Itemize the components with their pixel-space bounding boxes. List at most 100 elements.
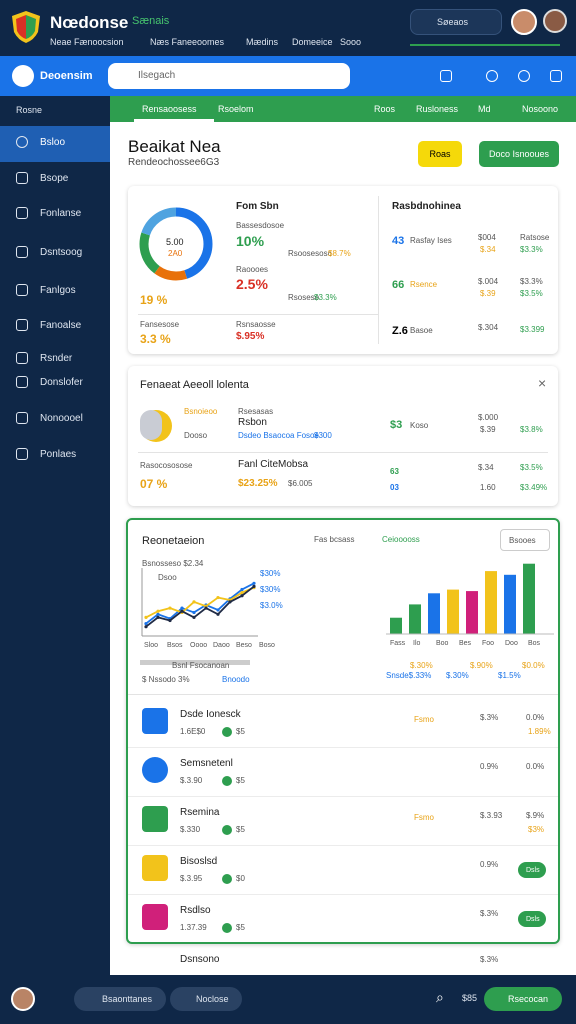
pill-button[interactable]: Bsaonttanes [74,987,166,1011]
text: 1.37.39 [180,923,207,932]
card-title: Fenaeat Aeeoll lolenta [140,379,249,391]
metric-side-label: Rsoseso [288,293,320,302]
header-search[interactable]: Søeaos [410,9,502,35]
legend-entry: Ceiooooss [382,535,420,544]
sidebar-item[interactable]: Fonlanse [40,208,82,219]
button-label: Doco Isnooues [488,149,550,159]
sidebar-item[interactable]: Donslofer [40,377,83,388]
search-box[interactable]: Ilsegach [108,63,350,89]
close-button[interactable]: × [538,375,547,391]
line-series [145,585,255,628]
sidebar-icon [16,319,28,331]
line-point [144,622,148,626]
tab[interactable]: Roos [374,104,396,114]
text: $.30% [446,671,469,680]
divider [128,845,558,846]
text: $3% [528,825,545,834]
item-icon [140,410,162,440]
search-icon[interactable]: ⌕ [436,989,444,1005]
button[interactable]: Bsooes [500,529,550,551]
text: $30% [260,585,281,594]
line-point [240,591,244,595]
nav-link[interactable]: Neae Fænoocsion [50,37,124,47]
app-name[interactable]: Deoensim [40,70,93,82]
text: $ Nssodo 3% [142,675,190,684]
tab[interactable]: Nosoono [522,104,559,114]
footer-amount: $.34 [478,463,494,472]
text: Bisoslsd [180,856,218,867]
avatar[interactable] [11,987,35,1011]
sidebar-item[interactable]: Dsntsoog [40,247,83,258]
item-tag: Bsnoieoo [184,407,218,416]
item-amount: $300 [314,431,332,440]
line-series [145,582,255,625]
text: 0.0% [526,762,545,771]
button[interactable]: Doco Isnooues [479,141,559,167]
bar [428,593,440,634]
line-point [240,587,244,592]
divider [140,660,250,665]
item-amount-label: Dooso [184,431,208,440]
summary-card: 5.00 2A0 Fom Sbn Bassesdosoe 10% Rsooses… [128,186,558,354]
bar-chart [386,563,554,635]
icon[interactable] [550,70,562,82]
alerts-card: Fenaeat Aeeoll lolenta × Bsnoieoo Rsesas… [128,366,558,506]
donut-center-sub: 2A0 [168,249,183,258]
text: Oooo [190,642,208,649]
line-point [252,584,256,588]
sidebar-icon [16,207,28,219]
badge-dot [222,874,232,884]
button[interactable]: Roas [418,141,462,167]
text: $.9% [526,811,545,820]
icon[interactable] [518,70,530,82]
sidebar-item[interactable]: Rsnder [40,353,73,364]
sidebar-icon [16,376,28,388]
text: 1.89% [528,727,551,736]
tab[interactable]: Rusloness [416,104,459,114]
cta-button[interactable]: Rsecocan [484,987,562,1011]
text: $.330 [180,825,201,834]
sidebar-item[interactable]: Ponlaes [40,449,77,460]
sidebar-item[interactable]: Nonoooel [40,413,83,424]
icon[interactable] [440,70,452,82]
text: Basoe [410,326,433,335]
text: $.304 [478,323,499,332]
footer-label: Rsnsaosse [236,320,276,329]
avatar[interactable] [543,9,567,33]
text: $5 [236,776,245,785]
text: Bsos [167,642,183,649]
donut-segment [139,207,213,281]
sidebar-item[interactable]: Bsloo [40,137,66,148]
line-point [156,615,160,619]
tab[interactable]: Md [478,104,491,114]
text: Ratsose [520,233,550,242]
divider [128,796,558,797]
icon[interactable] [486,70,498,82]
avatar[interactable] [511,9,537,35]
status-pill[interactable] [518,862,546,878]
footer-change: $3.49% [520,483,548,492]
sidebar-item[interactable]: Fanlgos [40,285,76,296]
tab[interactable]: Rsoelom [218,104,254,114]
tab[interactable]: Rensaoosess [142,104,197,114]
text: $.30% [410,661,433,670]
text: Rasfay Ises [410,236,452,245]
nav-link[interactable]: Domeeice [292,37,333,47]
line-point [252,581,256,585]
divider [378,196,379,344]
status-pill[interactable] [518,911,546,927]
text: $.90% [470,661,493,670]
sidebar-icon [16,352,28,364]
sidebar-item[interactable]: Bsope [40,173,69,184]
metric-label: Bassesdosoe [236,221,285,230]
nav-link[interactable]: Sooo [340,37,362,47]
pill-button[interactable]: Noclose [170,987,242,1011]
workspace-switcher[interactable]: Sænais [132,15,170,27]
nav-link[interactable]: Næs Faneeoomes [150,37,225,47]
sidebar-item[interactable]: Fanoalse [40,320,82,331]
text: $.3% [480,909,499,918]
nav-link[interactable]: Mædins [246,37,279,47]
badge-dot [222,923,232,933]
sidebar-icon [16,172,28,184]
sidebar-icon [16,246,28,258]
